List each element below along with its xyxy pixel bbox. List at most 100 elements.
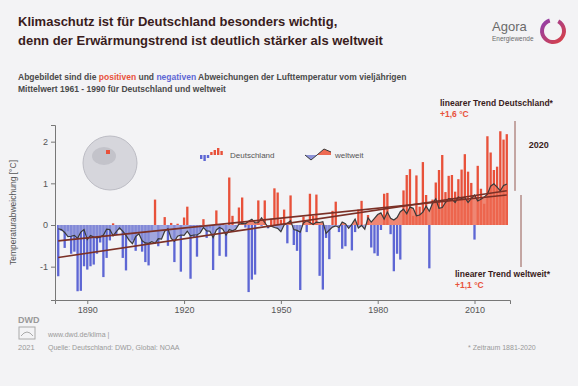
tick: 1950 xyxy=(271,300,291,315)
subtitle-part: und xyxy=(136,72,156,82)
tick-label: 2 xyxy=(43,137,48,147)
trend-annotation: linearer Trend weltweit*+1,1 °C xyxy=(455,195,551,290)
bar xyxy=(286,225,288,243)
tick-mark xyxy=(184,300,185,304)
logo-swirl xyxy=(21,332,33,336)
globe-land xyxy=(92,147,116,165)
bar xyxy=(377,225,379,256)
bar xyxy=(202,219,204,225)
tick: 1890 xyxy=(78,300,98,315)
title-line: Klimaschutz ist für Deutschland besonder… xyxy=(18,14,337,29)
tick-mark xyxy=(281,300,282,304)
trend-value: +1,1 °C xyxy=(455,280,484,290)
subtitle-part: positiven xyxy=(99,72,136,82)
bar xyxy=(473,225,475,240)
title-line: denn der Erwärmungstrend ist deutlich st… xyxy=(18,33,383,48)
tick: 0 xyxy=(43,220,55,230)
tick-mark xyxy=(475,300,476,304)
legend-icon-bar xyxy=(203,155,205,161)
bar xyxy=(154,200,156,225)
logo-text: Agora xyxy=(492,19,527,34)
leader-line xyxy=(515,121,516,191)
bar xyxy=(396,225,398,254)
bar xyxy=(244,225,246,228)
bar xyxy=(112,223,114,225)
legend: Deutschlandweltweit xyxy=(200,148,364,161)
logo-icon xyxy=(540,19,566,44)
bar xyxy=(306,225,308,232)
legend-icon-area xyxy=(317,149,331,155)
bar xyxy=(318,225,320,276)
legend-icon xyxy=(305,149,331,160)
bar xyxy=(276,193,278,226)
background xyxy=(0,0,578,386)
subtitle: Abgebildet sind die positiven und negati… xyxy=(18,72,406,94)
bar xyxy=(241,198,243,226)
legend-icon-bar xyxy=(217,148,219,155)
subtitle-part: Abweichungen der Lufttemperatur vom viel… xyxy=(196,72,406,82)
bar xyxy=(428,225,430,268)
area-positive xyxy=(58,184,507,225)
bar xyxy=(370,225,372,248)
tick-mark xyxy=(378,300,379,304)
tick-label: 0 xyxy=(43,220,48,230)
bar xyxy=(218,225,220,256)
chart-svg: Klimaschutz ist für Deutschland besonder… xyxy=(0,0,578,386)
trend-name: linearer Trend Deutschland* xyxy=(440,98,554,108)
source-logo: DWD xyxy=(18,315,40,325)
tick-mark xyxy=(87,300,88,304)
globe-icon xyxy=(83,136,137,190)
footnote: * Zeitraum 1881-2020 xyxy=(468,344,536,351)
bar xyxy=(228,178,230,226)
subtitle-part: negativen xyxy=(156,72,196,82)
tick: 1 xyxy=(43,179,55,189)
tick: 1920 xyxy=(175,300,195,315)
annotation: 2020 xyxy=(529,140,549,150)
legend-icon-bar xyxy=(200,155,202,159)
bar xyxy=(315,195,317,225)
plot-area xyxy=(57,131,508,292)
bar xyxy=(344,225,346,246)
legend-label: weltweit xyxy=(334,151,364,160)
trend-annotation: linearer Trend Deutschland*+1,6 °C xyxy=(440,98,554,191)
bar xyxy=(373,225,375,253)
source-url: www.dwd.de/klima | xyxy=(47,331,110,339)
bar xyxy=(354,225,356,232)
tick-label: 1980 xyxy=(368,305,388,315)
bar xyxy=(351,225,353,250)
bar xyxy=(183,218,185,226)
chart-container: Klimaschutz ist für Deutschland besonder… xyxy=(0,0,578,386)
bar xyxy=(251,225,253,280)
area-negative xyxy=(58,225,507,244)
legend-icon-bar xyxy=(210,152,212,155)
trend-line xyxy=(58,195,507,241)
bar xyxy=(164,217,166,225)
tick-label: 1 xyxy=(43,179,48,189)
subtitle-part: Abgebildet sind die xyxy=(18,72,99,82)
tick: 2 xyxy=(43,137,55,147)
tick-label: 1890 xyxy=(78,305,98,315)
bar xyxy=(254,225,256,275)
source-year: 2021 xyxy=(18,343,35,352)
bar xyxy=(380,225,382,230)
tick-mark xyxy=(51,142,55,143)
tick-label: 1920 xyxy=(175,305,195,315)
tick-mark xyxy=(51,183,55,184)
legend-icon-area xyxy=(305,155,317,160)
bar xyxy=(247,225,249,292)
tick: -1 xyxy=(40,262,55,272)
bar xyxy=(299,225,301,290)
axis-line xyxy=(51,126,56,301)
legend-icon-bar xyxy=(214,150,216,155)
footer: DWDwww.dwd.de/klima |2021Quelle: Deutsch… xyxy=(18,315,536,352)
logo-subtext: Energiewende xyxy=(492,35,534,43)
bar xyxy=(176,224,178,225)
bar xyxy=(341,225,343,249)
globe-marker xyxy=(106,150,110,154)
bar xyxy=(389,225,391,234)
tick-label: 1950 xyxy=(271,305,291,315)
trend-name: linearer Trend weltweit* xyxy=(455,269,551,279)
trend-line xyxy=(58,191,507,258)
legend-icon xyxy=(200,148,223,161)
source-logo-icon xyxy=(19,327,35,339)
